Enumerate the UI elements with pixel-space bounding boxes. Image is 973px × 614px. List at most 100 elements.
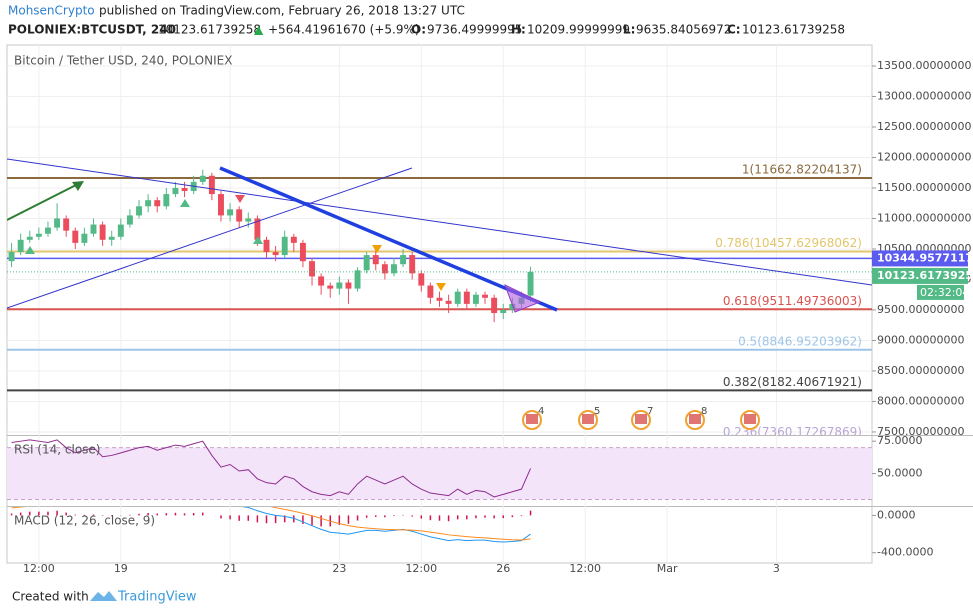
candle-body <box>491 297 498 314</box>
macd-line <box>241 507 531 543</box>
price-line-tag <box>872 250 968 267</box>
y-tick-label: 11500.00000000 <box>877 181 971 194</box>
event-flag <box>526 414 538 424</box>
candle-body <box>72 230 79 243</box>
y-tick-label: 12500.00000000 <box>877 120 971 133</box>
y-tick-label: 8000.00000000 <box>877 394 964 407</box>
signal-down <box>235 195 245 203</box>
candle-body <box>117 224 124 237</box>
y-tick-label: 75.0000 <box>877 434 923 447</box>
x-tick-label: 23 <box>332 562 346 575</box>
y-tick-label: 11000.00000000 <box>877 211 971 224</box>
candle-body <box>90 224 97 234</box>
candle-body <box>81 233 88 243</box>
fib-label: 0.5(8846.95203962) <box>738 334 862 348</box>
event-count: 8 <box>701 406 707 417</box>
rsi-line <box>11 439 532 498</box>
y-tick-label: 8500.00000000 <box>877 364 964 377</box>
event-flag <box>635 414 647 424</box>
drawings <box>7 158 872 313</box>
candle-body <box>436 297 443 301</box>
l-value: 9635.84056972 <box>636 23 731 37</box>
candle-body <box>427 285 434 298</box>
candle-body <box>63 218 70 231</box>
candle-body <box>17 239 24 253</box>
y-tick-label: 50.0000 <box>877 467 923 480</box>
candle-body <box>99 224 106 240</box>
candle-body <box>509 303 516 310</box>
y-tick-label: 13500.00000000 <box>877 59 971 72</box>
macd-line <box>11 507 531 541</box>
pane-title: RSI (14, close) <box>14 443 100 457</box>
candle-body <box>363 255 370 271</box>
x-tick-label: 12:00 <box>23 562 55 575</box>
candle-body <box>445 300 452 304</box>
event-flag <box>582 414 594 424</box>
signal-up <box>253 236 263 244</box>
candle-body <box>126 215 133 225</box>
candle-body <box>218 194 224 216</box>
candle-body <box>381 264 388 274</box>
pane <box>10 507 532 543</box>
event-count: 7 <box>647 406 653 417</box>
candle-body <box>372 255 379 265</box>
footer-created: Created with <box>12 590 89 604</box>
y-tick-label: -400.0000 <box>877 546 933 559</box>
candle-body <box>454 291 461 304</box>
candle-body <box>154 200 161 207</box>
candle-body <box>281 236 288 256</box>
candle-body <box>245 218 252 222</box>
up-arrow: ▲ <box>254 23 264 37</box>
x-tick-label: 19 <box>114 562 128 575</box>
pane-title: Bitcoin / Tether USD, 240, POLONIEX <box>14 54 232 68</box>
candle-body <box>254 218 261 240</box>
pane: 1(11662.82204137) 0.786(10457.62968062) 0.… <box>7 65 872 439</box>
candle-body <box>163 194 170 207</box>
candle-body <box>354 270 361 289</box>
y-tick-label: 13000.00000000 <box>877 89 971 102</box>
candle-body <box>236 209 243 222</box>
x-tick-label: 26 <box>496 562 510 575</box>
candle-body <box>35 233 42 237</box>
candle-body <box>418 273 425 286</box>
price-line-label: 10344.95771179 <box>877 251 973 264</box>
candle-body <box>26 236 33 240</box>
candle-body <box>208 175 215 195</box>
signal-down <box>436 283 446 291</box>
candle-body <box>345 282 352 289</box>
footer-brand[interactable]: TradingView <box>117 590 197 605</box>
o-label: O: <box>411 23 426 37</box>
candle-body <box>8 252 15 262</box>
x-tick-label: 12:00 <box>569 562 601 575</box>
candle-body <box>500 309 507 314</box>
candle-body <box>400 255 407 265</box>
last-price: 10123.61739258 <box>158 23 261 37</box>
candle-body <box>327 285 334 289</box>
c-label: C: <box>727 23 741 37</box>
last-price-tag <box>872 267 968 284</box>
c-value: 10123.61739258 <box>742 23 845 37</box>
candle-body <box>136 206 142 216</box>
signal-up <box>180 199 190 207</box>
y-tick-label: 9500.00000000 <box>877 303 964 316</box>
candle-body <box>54 218 61 228</box>
candle-body <box>336 282 343 289</box>
pane-title: MACD (12, 26, close, 9) <box>14 514 155 528</box>
candle-body <box>309 261 315 277</box>
author[interactable]: MohsenCrypto <box>8 4 95 18</box>
candle-body <box>263 239 270 253</box>
candle-body <box>299 242 306 262</box>
fib-label: 0.236(7360.17267869) <box>723 425 862 439</box>
symbol-line: POLONIEX:BTCUSDT, 240 10123.61739258 ▲ +… <box>8 23 845 37</box>
symbol: POLONIEX:BTCUSDT, 240 <box>8 23 176 37</box>
chart-layer: 12:00 19 21 23 12:00 26 12:00 Mar 3 1(11662.82204… <box>7 45 973 575</box>
candle-body <box>145 200 152 207</box>
event-flag <box>689 414 701 424</box>
signal-up <box>25 246 35 254</box>
event-count: 4 <box>538 406 544 417</box>
candle-body <box>472 294 479 304</box>
event-count: 5 <box>594 406 600 417</box>
change: +564.41961670 (+5.9%) <box>268 23 420 37</box>
candle-body <box>45 227 51 234</box>
